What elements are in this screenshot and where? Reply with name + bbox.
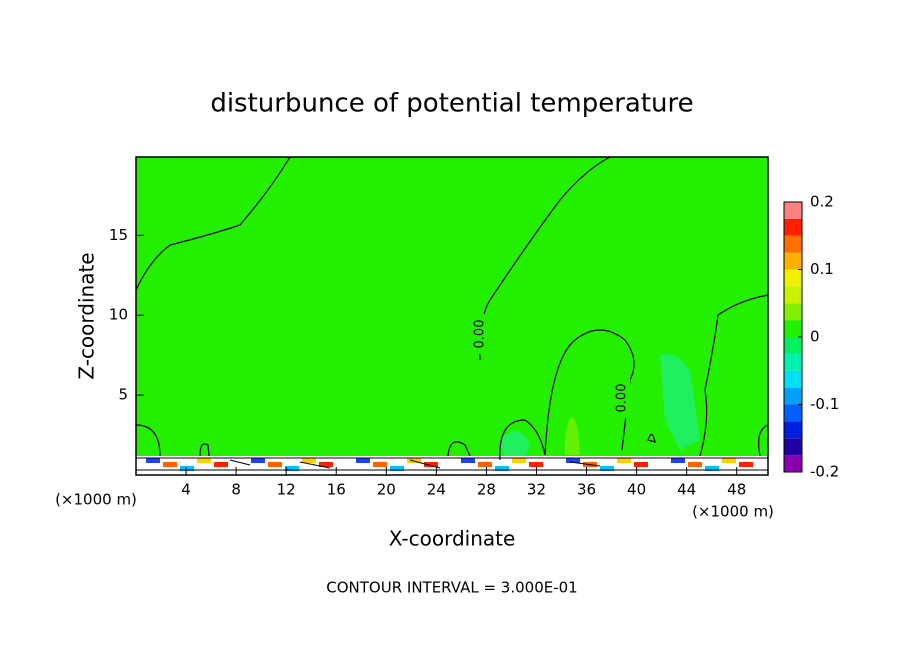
surface-patch xyxy=(146,458,160,463)
surface-patch xyxy=(390,466,404,471)
field: 0.00 0.00 xyxy=(135,156,769,475)
surface-patch xyxy=(617,458,631,463)
surface-patch xyxy=(214,462,228,467)
cyan-patch xyxy=(500,431,530,458)
contour-line xyxy=(135,424,161,457)
surface-patch xyxy=(600,466,614,471)
surface-patch xyxy=(512,458,526,463)
surface-patch xyxy=(180,466,194,471)
contour-label: 0.00 xyxy=(473,320,488,349)
colorbar-band xyxy=(784,387,802,405)
x-unit-label: (×1000 m) xyxy=(692,503,774,521)
x-tick-label: 28 xyxy=(477,481,496,499)
surface-patch xyxy=(478,462,492,467)
y-tick-label: 5 xyxy=(118,386,128,404)
colorbar-band xyxy=(784,421,802,439)
surface-patch xyxy=(671,458,685,463)
colorbar-band xyxy=(784,252,802,270)
contour-label-bg xyxy=(472,314,488,354)
contour-line xyxy=(647,433,656,443)
contour-line xyxy=(699,294,769,457)
y-unit-label: (×1000 m) xyxy=(55,491,137,509)
surface-patch xyxy=(319,462,333,467)
surface-patch xyxy=(739,462,753,467)
surface-patch xyxy=(705,466,719,471)
x-tick-label: 40 xyxy=(627,481,646,499)
contour-line xyxy=(447,441,471,457)
colorbar-tick-label: 0.2 xyxy=(810,193,834,211)
x-axis-label: X-coordinate xyxy=(389,527,516,551)
x-tick-label: 24 xyxy=(427,481,446,499)
surface-patch xyxy=(566,458,580,463)
surface-patch xyxy=(424,462,438,467)
colorbar-tick-label: 0 xyxy=(810,328,820,346)
x-tick-label: 20 xyxy=(377,481,396,499)
x-tick-label: 16 xyxy=(327,481,346,499)
contour-line xyxy=(758,424,769,457)
colorbar-band xyxy=(784,269,802,287)
x-tick-label: 32 xyxy=(527,481,546,499)
cyan-patch xyxy=(660,354,700,450)
colorbar-band xyxy=(784,353,802,371)
surface-patch xyxy=(688,462,702,467)
colorbar-band xyxy=(784,202,802,219)
surface-patch xyxy=(495,466,509,471)
y-tick-label: 15 xyxy=(109,226,128,244)
colorbar-band xyxy=(784,320,802,337)
x-tick-label: 48 xyxy=(727,481,746,499)
y-tick-label: 10 xyxy=(109,306,128,324)
footnote: CONTOUR INTERVAL = 3.000E-01 xyxy=(326,579,577,597)
colorbar-band xyxy=(784,235,802,253)
surface-patch xyxy=(529,462,543,467)
x-tick-label: 4 xyxy=(181,481,191,499)
contour-label: 0.00 xyxy=(615,384,630,413)
colorbar-band xyxy=(784,404,802,422)
x-tick-label: 12 xyxy=(277,481,296,499)
colorbar-band xyxy=(784,286,802,304)
plot-frame xyxy=(135,156,769,476)
surface-patch xyxy=(461,458,475,463)
contour-label-bg xyxy=(614,378,630,418)
colorbar-band xyxy=(784,438,802,456)
x-tick-label: 36 xyxy=(577,481,596,499)
field-fill xyxy=(136,157,768,475)
x-tick-label: 8 xyxy=(231,481,241,499)
x-tick-label: 44 xyxy=(677,481,696,499)
y-axis-label: Z-coordinate xyxy=(75,252,99,379)
colorbar-band xyxy=(784,337,802,354)
surface-patch xyxy=(197,458,211,463)
surface-patch xyxy=(251,458,265,463)
surface-patch xyxy=(268,462,282,467)
surface-patch xyxy=(302,458,316,463)
chart-title: disturbunce of potential temperature xyxy=(210,89,693,119)
colorbar-tick-label: -0.2 xyxy=(810,463,839,481)
colorbar-tick-label: -0.1 xyxy=(810,395,839,413)
surface-patch xyxy=(285,466,299,471)
surface-patch xyxy=(634,462,648,467)
warm-patch xyxy=(565,417,580,455)
colorbar-band xyxy=(784,303,802,321)
colorbar-band xyxy=(784,370,802,388)
surface-patch xyxy=(722,458,736,463)
contour-line xyxy=(499,329,635,461)
colorbar-band xyxy=(784,218,802,236)
surface-patch xyxy=(163,462,177,467)
surface-patch xyxy=(356,458,370,463)
contour-line xyxy=(135,156,291,291)
surface-patch xyxy=(407,458,421,463)
colorbar-tick-label: 0.1 xyxy=(810,260,834,278)
surface-patch xyxy=(373,462,387,467)
contour-line xyxy=(199,443,210,457)
colorbar-band xyxy=(784,455,802,472)
surface-contours xyxy=(136,457,768,471)
